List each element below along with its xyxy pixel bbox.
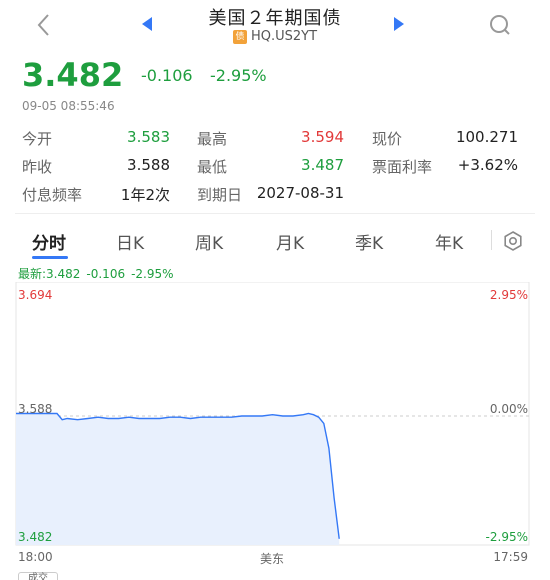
quote-timestamp: 09-05 08:55:46 xyxy=(22,99,115,113)
maturity-label: 到期日 xyxy=(197,186,243,204)
page-title: 美国２年期国债 xyxy=(208,8,342,29)
payment-frequency-label: 付息频率 xyxy=(22,186,83,204)
pct-axis-mid-label: 0.00% xyxy=(489,402,528,416)
section-divider xyxy=(15,213,535,214)
coupon-value: +3.62% xyxy=(457,156,518,174)
bond-code: HQ.US2YT xyxy=(250,29,318,44)
next-triangle-icon[interactable] xyxy=(392,16,406,32)
tab-quarterly-k[interactable]: 季K xyxy=(355,234,384,254)
tab-intraday[interactable]: 分时 xyxy=(32,234,66,254)
tab-monthly-k[interactable]: 月K xyxy=(276,234,305,254)
price-area-fill xyxy=(16,413,340,545)
open-value: 3.583 xyxy=(127,128,170,146)
maturity-value: 2027-08-31 xyxy=(256,184,344,202)
pct-axis-bottom-label: -2.95% xyxy=(485,530,528,544)
low-label: 最低 xyxy=(197,158,228,176)
settings-gear-icon[interactable] xyxy=(502,230,524,252)
tab-separator xyxy=(491,230,492,250)
clean-price-value: 100.271 xyxy=(455,128,518,146)
bond-badge: 债 xyxy=(232,30,247,44)
high-label: 最高 xyxy=(197,130,228,148)
search-icon[interactable] xyxy=(488,12,512,38)
intraday-chart-svg xyxy=(15,281,530,546)
y-axis-bottom-label: 3.482 xyxy=(18,530,53,544)
y-axis-mid-label: 3.588 xyxy=(18,402,53,416)
timezone-label: 美东 xyxy=(260,552,285,566)
y-axis-top-label: 3.694 xyxy=(18,288,53,302)
latest-price: 最新:3.482 xyxy=(18,267,81,281)
price-change: -0.106 xyxy=(141,66,193,85)
tab-yearly-k[interactable]: 年K xyxy=(435,234,464,254)
clean-price-label: 现价 xyxy=(372,130,403,148)
back-arrow-icon[interactable] xyxy=(34,12,54,38)
volume-tab[interactable]: 成交 xyxy=(18,572,58,580)
current-price: 3.482 xyxy=(22,56,124,94)
time-start-label: 18:00 xyxy=(18,550,53,564)
active-tab-indicator xyxy=(32,256,68,259)
low-value: 3.487 xyxy=(301,156,344,174)
coupon-label: 票面利率 xyxy=(372,158,433,176)
high-value: 3.594 xyxy=(301,128,344,146)
latest-percent: -2.95% xyxy=(131,267,174,281)
chart-period-tabs: 分时 日K 周K 月K 季K 年K xyxy=(0,222,550,259)
latest-change: -0.106 xyxy=(86,267,126,281)
tab-weekly-k[interactable]: 周K xyxy=(195,234,224,254)
intraday-chart: 3.694 2.95% 3.588 0.00% 3.482 -2.95% 18:… xyxy=(0,281,550,580)
tab-daily-k[interactable]: 日K xyxy=(116,234,145,254)
bond-code-line: 债 HQ.US2YT xyxy=(0,29,550,44)
latest-summary: 最新:3.482 -0.106 -2.95% xyxy=(18,265,180,282)
payment-frequency-value: 1年2次 xyxy=(120,186,170,204)
pct-axis-top-label: 2.95% xyxy=(489,288,528,302)
prev-close-value: 3.588 xyxy=(127,156,170,174)
open-label: 今开 xyxy=(22,130,53,148)
price-change-percent: -2.95% xyxy=(210,66,267,85)
header: 美国２年期国债 债 HQ.US2YT xyxy=(0,0,550,50)
prev-close-label: 昨收 xyxy=(22,158,53,176)
price-series-line xyxy=(16,412,340,539)
previous-triangle-icon[interactable] xyxy=(140,16,154,32)
time-end-label: 17:59 xyxy=(493,550,528,564)
